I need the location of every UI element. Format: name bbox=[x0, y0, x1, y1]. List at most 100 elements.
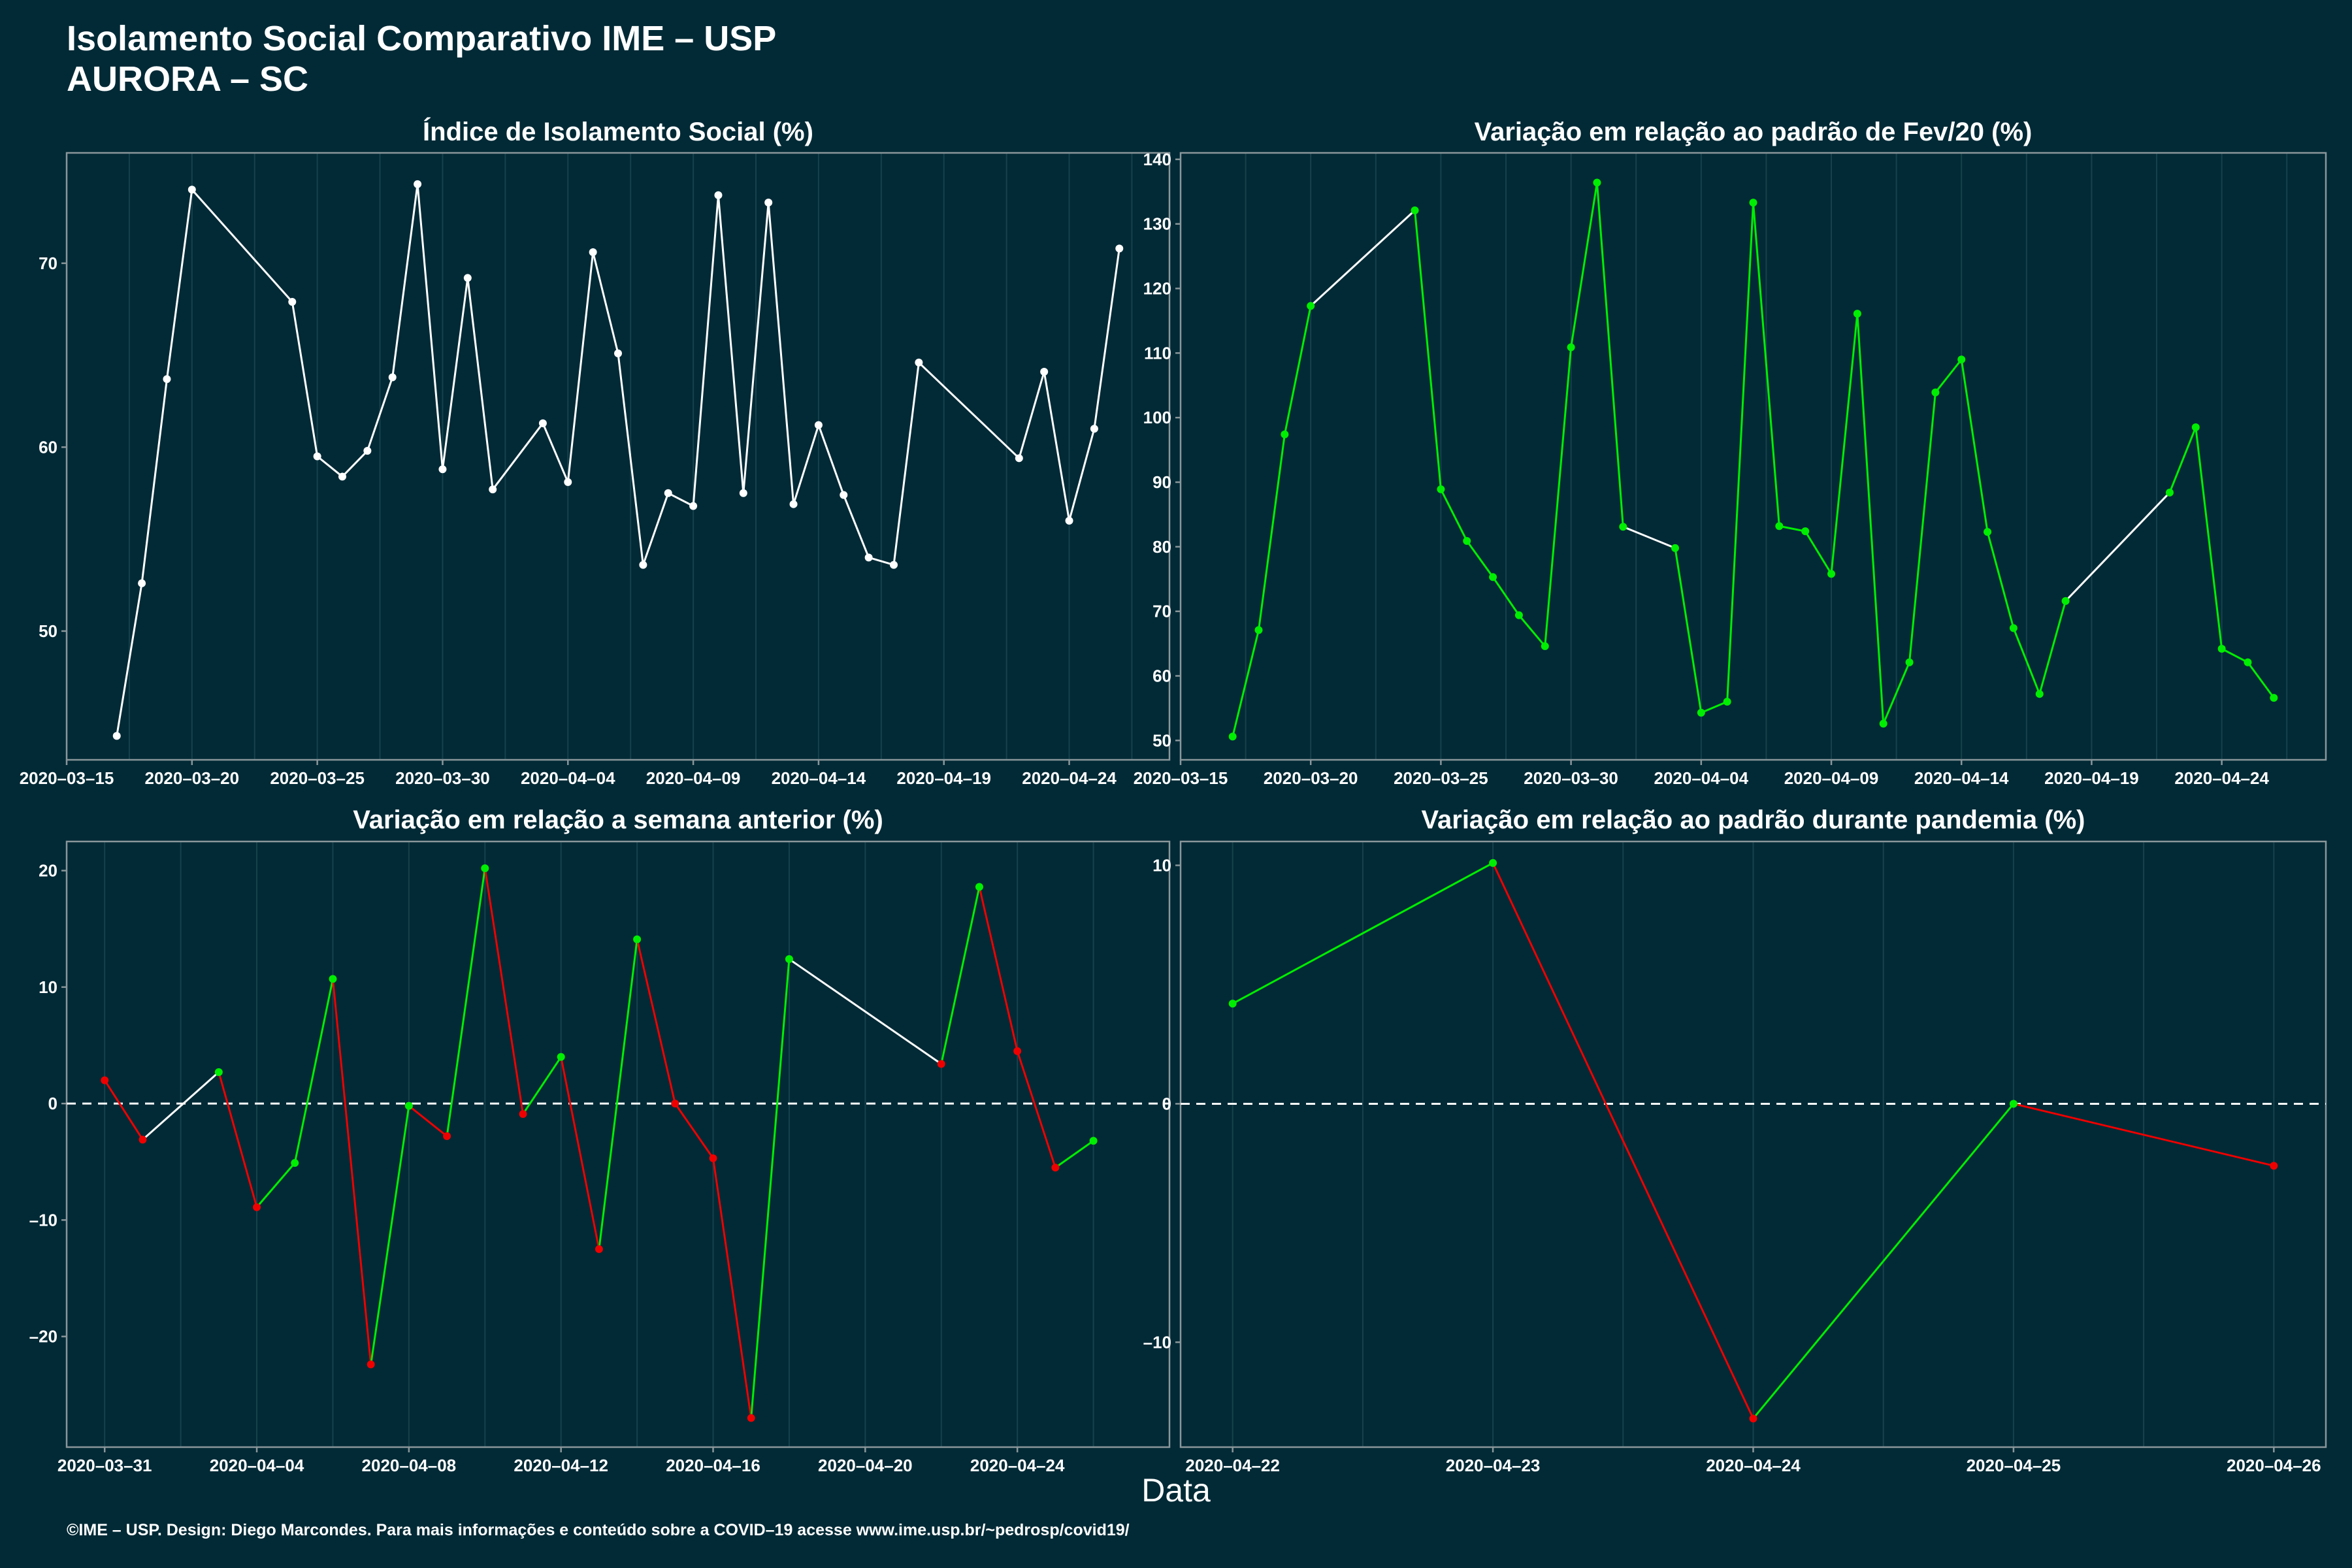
data-point bbox=[840, 491, 848, 499]
series-segment bbox=[1466, 540, 1494, 578]
series-segment bbox=[116, 583, 143, 736]
series-segment bbox=[1986, 531, 2015, 629]
series-segment bbox=[1570, 182, 1598, 348]
data-point bbox=[890, 561, 898, 569]
series-segment bbox=[366, 376, 394, 451]
series-segment bbox=[1492, 862, 1754, 1419]
series-segment bbox=[255, 1162, 296, 1208]
x-tick-label: 2020–03–31 bbox=[57, 1456, 152, 1475]
data-point bbox=[1905, 658, 1914, 666]
data-point bbox=[1489, 858, 1497, 867]
y-tick-label: 50 bbox=[1152, 730, 1171, 750]
x-axis-label: Data bbox=[1141, 1472, 1211, 1509]
data-point bbox=[2009, 1100, 2017, 1108]
data-point bbox=[188, 186, 196, 194]
data-point bbox=[1040, 368, 1049, 376]
series-segment bbox=[416, 184, 444, 470]
data-point bbox=[1015, 454, 1023, 463]
data-point bbox=[1671, 544, 1679, 552]
data-point bbox=[404, 1102, 413, 1110]
panel-title: Variação em relação ao padrão durante pa… bbox=[1422, 806, 2085, 834]
data-point bbox=[1879, 719, 1887, 728]
series-segment bbox=[2221, 647, 2249, 664]
data-point bbox=[789, 500, 798, 508]
series-segment bbox=[1232, 862, 1494, 1005]
series-segment bbox=[1492, 576, 1520, 616]
series-segment bbox=[918, 361, 1020, 459]
series-segment bbox=[789, 958, 942, 1065]
series-segment bbox=[218, 1071, 258, 1208]
data-point bbox=[367, 1360, 375, 1369]
data-point bbox=[2165, 488, 2174, 497]
data-point bbox=[1723, 698, 1731, 706]
series-segment bbox=[142, 1071, 220, 1141]
data-point bbox=[633, 935, 642, 943]
y-tick-label: 10 bbox=[39, 977, 57, 997]
data-point bbox=[1514, 611, 1523, 619]
series-segment bbox=[1830, 313, 1859, 574]
series-segment bbox=[674, 1103, 714, 1159]
data-point bbox=[519, 1110, 527, 1119]
y-tick-label: 0 bbox=[48, 1094, 57, 1113]
y-tick-label: 90 bbox=[1152, 472, 1171, 492]
y-tick-label: 10 bbox=[1152, 855, 1171, 875]
series-segment bbox=[767, 202, 795, 504]
y-tick-label: 50 bbox=[39, 621, 57, 641]
series-segment bbox=[1726, 203, 1754, 702]
data-point bbox=[363, 447, 372, 455]
series-segment bbox=[316, 455, 343, 478]
y-tick-label: 60 bbox=[1152, 666, 1171, 686]
data-point bbox=[253, 1203, 261, 1211]
data-point bbox=[443, 1132, 451, 1141]
y-tick-label: 20 bbox=[39, 861, 57, 881]
series-segment bbox=[441, 278, 469, 470]
series-segment bbox=[1960, 359, 1989, 532]
series-segment bbox=[668, 492, 694, 507]
x-tick-label: 2020–04–19 bbox=[2044, 768, 2139, 788]
data-point bbox=[937, 1060, 945, 1068]
series-segment bbox=[1258, 434, 1286, 630]
series-segment bbox=[598, 939, 638, 1250]
series-segment bbox=[792, 425, 820, 505]
x-tick-label: 2020–03–30 bbox=[395, 768, 490, 788]
series-segment bbox=[1232, 629, 1260, 737]
series-segment bbox=[291, 301, 319, 457]
data-point bbox=[214, 1068, 223, 1076]
series-segment bbox=[1043, 371, 1071, 521]
data-point bbox=[1228, 1000, 1237, 1008]
panel-frame bbox=[65, 152, 1171, 761]
panel-title: Variação em relação a semana anterior (%… bbox=[353, 806, 883, 834]
series-segment bbox=[940, 887, 981, 1064]
data-point bbox=[714, 191, 723, 199]
data-point bbox=[1853, 310, 1861, 318]
series-segment bbox=[2038, 600, 2067, 694]
chart-subtitle: AURORA – SC bbox=[67, 59, 309, 99]
x-tick-label: 2020–04–23 bbox=[1446, 1456, 1541, 1475]
data-point bbox=[1411, 206, 1419, 214]
series-segment bbox=[165, 189, 193, 380]
data-point bbox=[557, 1053, 565, 1061]
series-segment bbox=[2065, 491, 2171, 602]
data-point bbox=[1984, 528, 1992, 536]
series-segment bbox=[2012, 627, 2041, 694]
y-tick-label: 70 bbox=[1152, 602, 1171, 621]
x-tick-label: 2020–03–30 bbox=[1524, 768, 1618, 788]
series-segment bbox=[341, 450, 368, 478]
series-segment bbox=[408, 1105, 448, 1137]
data-point bbox=[1437, 485, 1445, 493]
data-point bbox=[1281, 430, 1289, 438]
series-segment bbox=[483, 868, 524, 1115]
panel-semana: Variação em relação a semana anterior (%… bbox=[29, 806, 1171, 1475]
data-point bbox=[538, 419, 547, 427]
data-point bbox=[975, 883, 983, 891]
x-tick-label: 2020–04–25 bbox=[1967, 1456, 2061, 1475]
data-point bbox=[1065, 517, 1073, 525]
data-point bbox=[1619, 523, 1627, 531]
data-point bbox=[388, 373, 397, 382]
data-point bbox=[2191, 423, 2200, 432]
series-segment bbox=[560, 1056, 600, 1250]
data-point bbox=[489, 485, 497, 494]
data-point bbox=[1827, 570, 1836, 578]
x-tick-label: 2020–03–15 bbox=[1134, 768, 1228, 788]
